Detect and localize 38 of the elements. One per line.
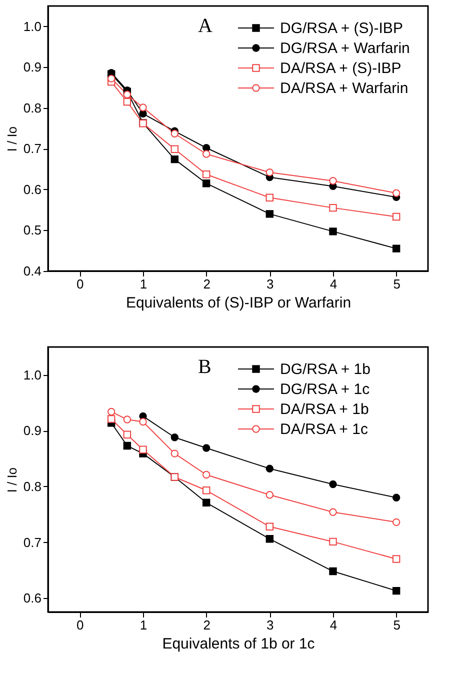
y-tick-label: 0.8 xyxy=(23,478,42,494)
y-tick-label: 0.4 xyxy=(23,264,42,278)
y-tick-label: 0.8 xyxy=(23,100,42,116)
annotation: A xyxy=(198,15,213,37)
x-tick-label: 5 xyxy=(393,276,400,292)
annotation: B xyxy=(198,356,212,378)
y-axis-title: I / Io xyxy=(4,126,20,152)
x-tick-label: 0 xyxy=(76,618,84,632)
y-tick-label: 0.9 xyxy=(23,423,42,438)
x-tick-label: 2 xyxy=(203,276,210,292)
x-tick-label: 3 xyxy=(266,618,274,632)
x-tick-label: 0 xyxy=(76,276,84,292)
legend-label: DG/RSA + Warfarin xyxy=(280,40,410,57)
x-tick-label: 2 xyxy=(203,618,210,632)
y-tick-label: 0.9 xyxy=(23,60,42,75)
x-axis-title: Equivalents of 1b or 1c xyxy=(162,636,316,652)
legend-label: DG/RSA + (S)-IBP xyxy=(280,20,403,37)
legend-label: DA/RSA + (S)-IBP xyxy=(280,60,402,77)
y-tick-label: 1.0 xyxy=(23,18,42,34)
y-tick-label: 0.7 xyxy=(23,534,42,550)
y-tick-label: 1.0 xyxy=(23,367,42,382)
y-axis-title: I / Io xyxy=(4,467,20,493)
legend-label: DA/RSA + Warfarin xyxy=(280,80,408,97)
x-axis-title: Equivalents of (S)-IBP or Warfarin xyxy=(126,294,352,312)
x-tick-label: 3 xyxy=(266,276,274,292)
x-tick-label: 4 xyxy=(330,276,338,292)
y-tick-label: 0.5 xyxy=(23,222,42,238)
y-tick-label: 0.7 xyxy=(23,141,42,156)
y-tick-label: 0.6 xyxy=(23,182,42,197)
y-tick-label: 0.6 xyxy=(23,590,42,606)
x-tick-label: 1 xyxy=(140,618,148,632)
x-tick-label: 5 xyxy=(393,618,400,632)
legend-label: DG/RSA + 1c xyxy=(280,381,370,398)
x-tick-label: 4 xyxy=(330,618,338,632)
legend-label: DA/RSA + 1c xyxy=(280,421,368,438)
legend-label: DG/RSA + 1b xyxy=(280,361,370,378)
legend-label: DA/RSA + 1b xyxy=(280,401,369,418)
x-tick-label: 1 xyxy=(140,276,148,292)
